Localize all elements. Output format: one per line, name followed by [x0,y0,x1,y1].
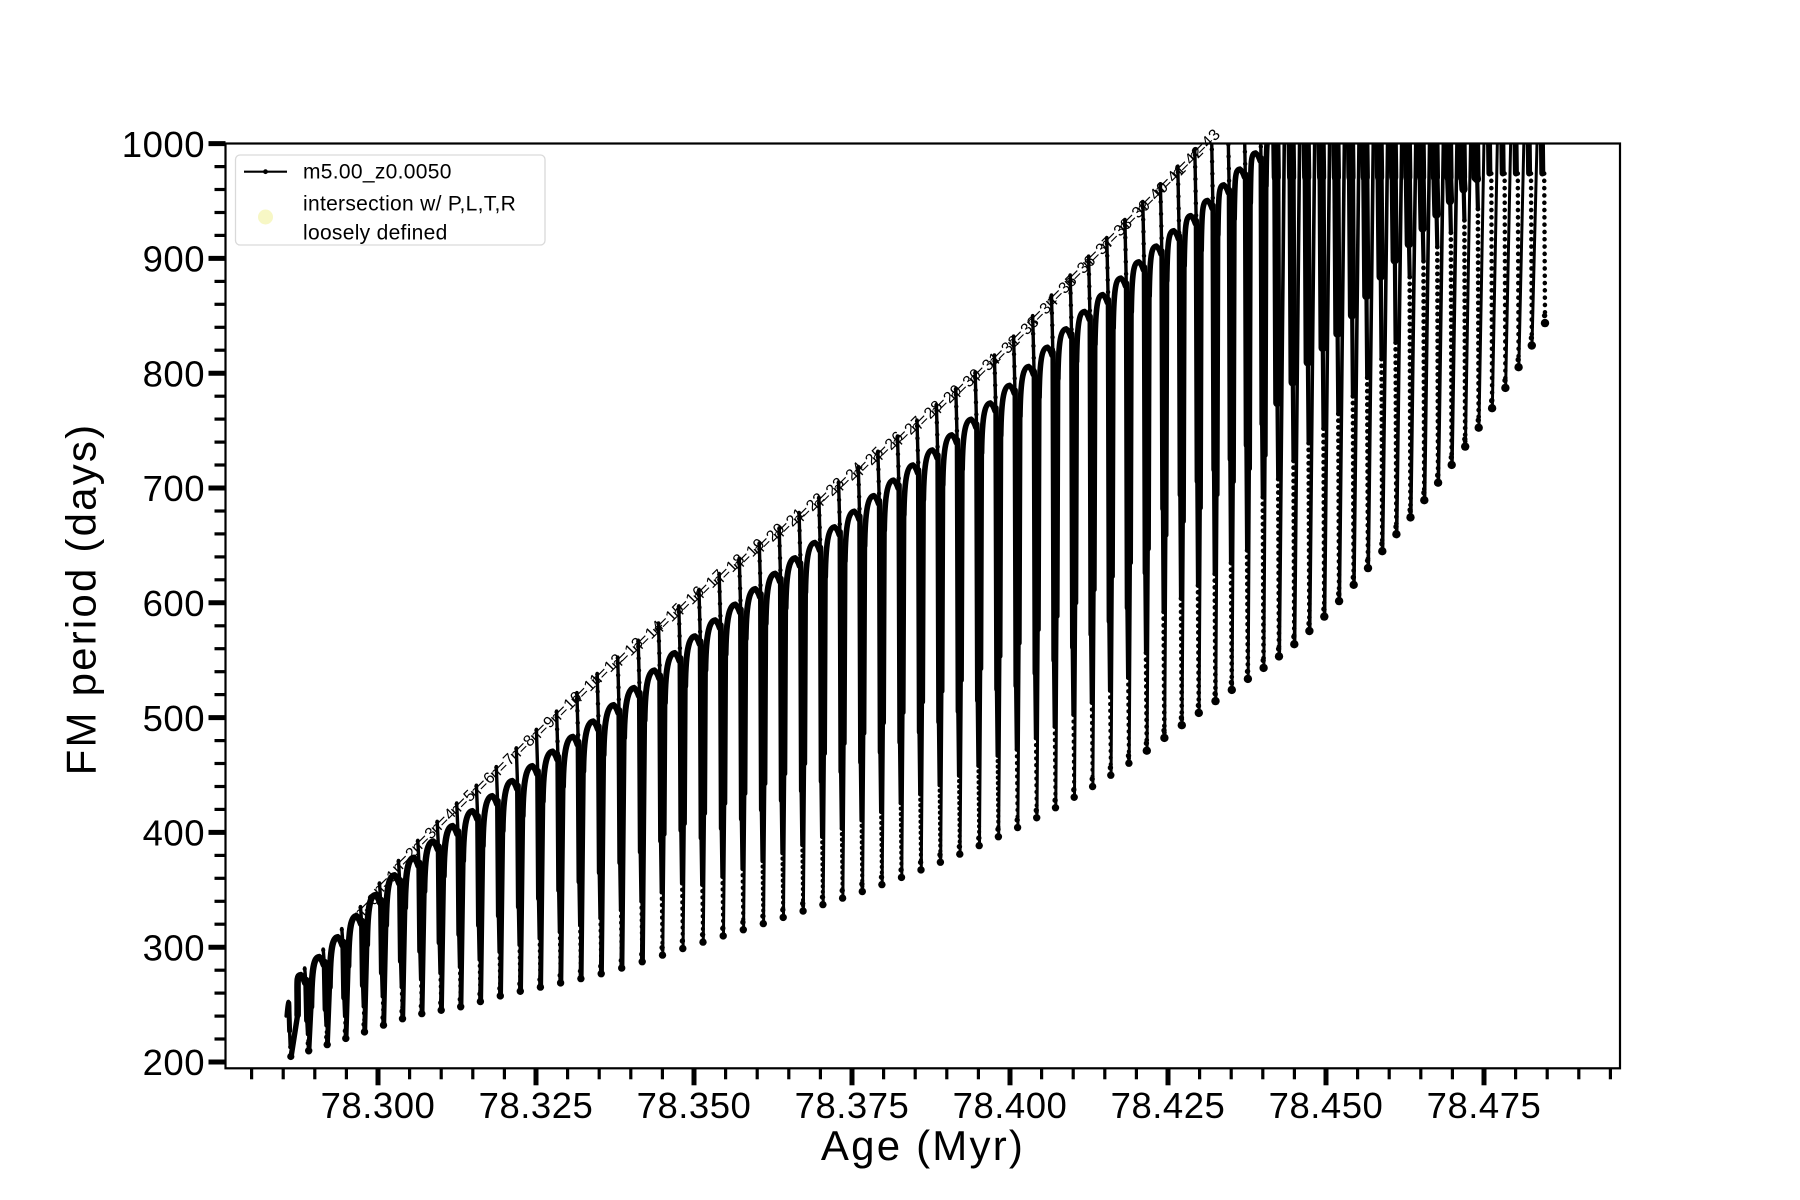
svg-text:loosely defined: loosely defined [303,222,448,245]
svg-text:78.375: 78.375 [795,1085,910,1126]
svg-text:m5.00_z0.0050: m5.00_z0.0050 [303,161,452,184]
svg-text:78.325: 78.325 [479,1085,594,1126]
svg-text:900: 900 [143,239,205,280]
svg-text:300: 300 [143,927,205,968]
svg-text:78.475: 78.475 [1427,1085,1542,1126]
svg-text:600: 600 [143,583,205,624]
svg-text:78.425: 78.425 [1111,1085,1226,1126]
svg-text:intersection w/ P,L,T,R: intersection w/ P,L,T,R [303,193,516,216]
svg-text:800: 800 [143,353,205,394]
svg-text:78.300: 78.300 [321,1085,436,1126]
svg-text:78.350: 78.350 [637,1085,752,1126]
svg-text:1000: 1000 [122,124,205,165]
svg-text:78.450: 78.450 [1269,1085,1384,1126]
svg-text:Age (Myr): Age (Myr) [821,1122,1025,1169]
svg-text:200: 200 [143,1042,205,1083]
svg-text:FM period (days): FM period (days) [58,423,105,776]
svg-text:500: 500 [143,698,205,739]
svg-text:78.400: 78.400 [953,1085,1068,1126]
svg-text:700: 700 [143,468,205,509]
svg-text:400: 400 [143,813,205,854]
